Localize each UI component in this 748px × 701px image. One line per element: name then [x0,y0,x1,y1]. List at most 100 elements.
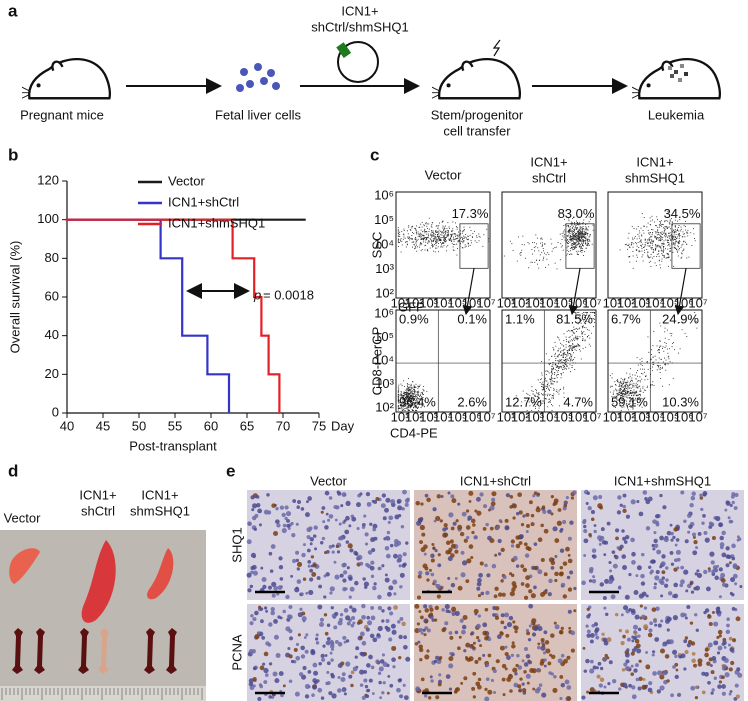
cell-nucleus [279,616,283,620]
event-dot [633,393,635,395]
cell-nucleus [424,608,430,613]
event-dot [648,245,650,247]
cell-nucleus [318,661,322,666]
event-dot [584,316,585,318]
event-dot [613,406,615,408]
x-tick-label: 10⁷ [688,295,707,310]
cell-nucleus [331,550,335,554]
event-dot [587,242,589,244]
event-dot [686,257,688,259]
cell-nucleus [484,636,489,641]
event-dot [679,348,681,350]
cell-nucleus [258,523,262,527]
event-dot [628,391,630,393]
event-dot [572,340,573,342]
event-dot [417,238,419,240]
cell-nucleus [477,593,482,598]
cell-nucleus [622,564,628,570]
event-dot [661,244,663,246]
event-dot [666,256,668,258]
event-dot [574,348,576,350]
event-dot [590,332,592,334]
event-dot [640,244,642,246]
cell-nucleus [550,512,554,516]
event-dot [407,387,409,389]
event-dot [620,388,622,390]
cell-nucleus [403,635,407,640]
event-dot [658,246,660,248]
cell-nucleus [261,636,266,640]
event-dot [584,340,586,342]
cell-nucleus [472,641,476,645]
event-dot [658,255,660,257]
x-tick-label: 10⁵ [659,409,679,424]
row-header: PCNA [229,634,244,670]
event-dot [566,240,567,242]
event-dot [404,403,406,405]
cell-nucleus [278,556,283,561]
event-dot [538,259,540,261]
event-dot [655,244,656,246]
event-dot [435,241,437,243]
cell-nucleus [348,595,352,599]
cell-nucleus [553,621,557,625]
cell-nucleus [470,631,475,635]
event-dot [657,229,659,231]
cell-nucleus [506,677,512,682]
event-dot [691,245,693,246]
event-dot [570,253,572,255]
event-dot [552,364,554,366]
cell-nucleus [520,523,525,527]
panel-letter: d [8,461,18,480]
event-dot [424,238,425,239]
event-dot [423,225,425,227]
event-dot [591,243,593,245]
cell-nucleus [323,613,328,617]
cell-nucleus [528,660,533,665]
event-dot [615,384,616,385]
event-dot [655,359,657,361]
event-dot [669,248,671,249]
event-dot [649,233,651,235]
event-dot [673,265,675,267]
cell-nucleus [504,645,508,649]
event-dot [423,235,425,237]
cell-nucleus [540,557,545,563]
cell-nucleus [268,622,273,627]
event-dot [635,386,637,388]
event-dot [552,369,554,371]
event-dot [564,353,566,355]
event-dot [397,227,399,229]
event-dot [632,408,634,410]
event-dot [636,391,638,393]
event-dot [658,226,660,228]
event-dot [664,228,666,229]
event-dot [556,381,558,383]
event-dot [467,238,469,240]
event-dot [659,345,661,347]
cell-nucleus [329,651,333,655]
event-dot [476,235,478,237]
cell-nucleus [467,515,473,521]
event-dot [555,363,556,365]
event-dot [412,398,414,400]
event-dot [397,387,399,389]
event-dot [574,332,576,334]
cell-nucleus [563,500,568,505]
event-dot [411,241,413,243]
event-dot [541,238,543,240]
event-dot [673,231,675,233]
event-dot [425,241,427,243]
cell-nucleus [525,628,529,633]
event-dot [564,363,566,365]
event-dot [560,342,562,344]
event-dot [579,344,581,346]
cell-nucleus [559,566,564,570]
cell-nucleus [559,548,565,553]
event-dot [457,241,459,243]
event-dot [588,236,590,238]
event-dot [644,390,646,392]
cell-nucleus [429,675,433,679]
event-dot [638,393,640,395]
event-dot [451,235,453,237]
